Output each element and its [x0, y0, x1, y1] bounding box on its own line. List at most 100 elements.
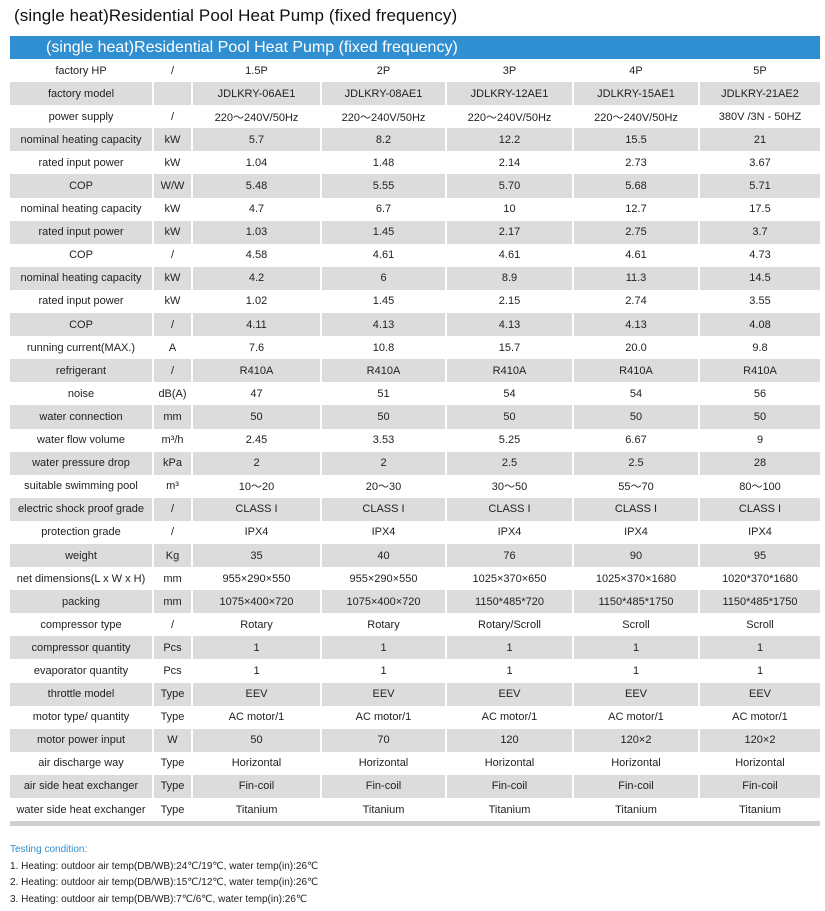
row-unit: Pcs: [153, 636, 193, 660]
table-cell: 2.15: [446, 289, 574, 314]
row-label: water side heat exchanger: [10, 798, 154, 822]
row-label: running current(MAX.): [10, 336, 154, 360]
table-cell: Titanium: [446, 798, 574, 822]
table-cell: 76: [446, 543, 574, 568]
row-unit: /: [153, 59, 193, 83]
table-cell: EEV: [321, 682, 447, 706]
table-cell: 35: [192, 543, 322, 568]
table-cell: Horizontal: [699, 751, 820, 775]
table-cell: Scroll: [573, 613, 700, 637]
note-line: 3. Heating: outdoor air temp(DB/WB):7℃/6…: [10, 893, 308, 905]
table-cell: 1.45: [321, 220, 447, 244]
note-line: 2. Heating: outdoor air temp(DB/WB):15℃/…: [10, 877, 319, 888]
table-cell: 2P: [321, 59, 447, 83]
row-unit: dB(A): [153, 382, 193, 406]
table-cell: 9: [699, 428, 820, 452]
table-row: running current(MAX.) A 7.6 10.8 15.7 20.0 9.8: [10, 336, 820, 360]
table-cell: 1020*370*1680: [699, 567, 820, 591]
table-cell: Fin-coil: [699, 774, 820, 798]
table-cell: 4.61: [321, 243, 447, 267]
table-cell: 50: [321, 405, 447, 429]
row-unit: Type: [153, 798, 193, 822]
table-banner: (single heat)Residential Pool Heat Pump …: [10, 36, 820, 59]
table-cell: Titanium: [192, 798, 322, 822]
table-cell: 4.08: [699, 313, 820, 337]
table-row: water connection mm 50 50 50 50 50: [10, 405, 820, 429]
table-cell: 1075×400×720: [192, 590, 322, 614]
table-cell: 1: [446, 659, 574, 683]
page-title: (single heat)Residential Pool Heat Pump …: [14, 6, 458, 25]
row-unit: [153, 82, 193, 106]
table-cell: 95: [699, 543, 820, 568]
table-cell: R410A: [446, 359, 574, 383]
table-cell: 5P: [699, 59, 820, 83]
row-unit: kW: [153, 128, 193, 152]
table-cell: 2.14: [446, 151, 574, 175]
table-cell: 15.7: [446, 336, 574, 360]
table-cell: 2: [321, 451, 447, 475]
table-cell: Fin-coil: [321, 774, 447, 798]
row-unit: W: [153, 728, 193, 752]
table-cell: Titanium: [321, 798, 447, 822]
row-label: air discharge way: [10, 751, 154, 775]
row-label: electric shock proof grade: [10, 497, 154, 521]
table-cell: CLASS I: [699, 497, 820, 521]
table-row: factory HP/1.5P 2P 3P 4P 5P: [10, 59, 820, 83]
table-cell: 80～100: [699, 474, 820, 498]
row-unit: kW: [153, 289, 193, 314]
table-row: packing mm 1075×400×720 1075×400×720 1150*48…: [10, 590, 820, 614]
table-cell: 54: [446, 382, 574, 406]
table-cell: 7.6: [192, 336, 322, 360]
table-cell: 90: [573, 543, 700, 568]
table-cell: 50: [446, 405, 574, 429]
table-cell: 5.25: [446, 428, 574, 452]
row-unit: kW: [153, 266, 193, 290]
table-cell: Rotary: [321, 613, 447, 637]
table-cell: 955×290×550: [192, 567, 322, 591]
table-row: noise dB(A) 47 51 54 54 56: [10, 382, 820, 406]
row-unit: m³: [153, 474, 193, 498]
table-row: motor power input W 50 70 120 120×2 120×2: [10, 728, 820, 752]
table-cell: 220～240V/50Hz: [321, 105, 447, 129]
table-cell: Titanium: [699, 798, 820, 822]
row-label: rated input power: [10, 289, 154, 314]
table-cell: 5.71: [699, 174, 820, 198]
table-cell: JDLKRY-12AE1: [446, 82, 574, 106]
table-cell: Scroll: [699, 613, 820, 637]
table-cell: 4.73: [699, 243, 820, 267]
table-row: air side heat exchanger Type Fin-coil Fin-c…: [10, 774, 820, 798]
table-cell: 2.45: [192, 428, 322, 452]
row-label: net dimensions(L x W x H): [10, 567, 154, 591]
table-cell: Rotary/Scroll: [446, 613, 574, 637]
table-row: water flow volume m³/h 2.45 3.53 5.25 6.67 9: [10, 428, 820, 452]
row-label: compressor type: [10, 613, 154, 637]
table-cell: 2.17: [446, 220, 574, 244]
spec-table-container: (single heat)Residential Pool Heat Pump …: [10, 36, 820, 827]
row-unit: /: [153, 520, 193, 544]
table-row: nominal heating capacity kW 4.2 6 8.9 11.3 14.…: [10, 266, 820, 290]
table-cell: Rotary: [192, 613, 322, 637]
table-cell: 3.7: [699, 220, 820, 244]
table-cell: 220～240V/50Hz: [446, 105, 574, 129]
row-unit: mm: [153, 590, 193, 614]
table-cell: 17.5: [699, 197, 820, 221]
row-label: compressor quantity: [10, 636, 154, 660]
table-cell: 1075×400×720: [321, 590, 447, 614]
table-cell: IPX4: [573, 520, 700, 544]
table-cell: 1: [573, 636, 700, 660]
table-cell: 2.73: [573, 151, 700, 175]
row-label: nominal heating capacity: [10, 197, 154, 221]
table-cell: 1: [321, 659, 447, 683]
table-row: nominal heating capacity kW 5.7 8.2 12.2 15.5…: [10, 128, 820, 152]
table-cell: Horizontal: [446, 751, 574, 775]
table-row: COP W/W 5.48 5.55 5.70 5.68 5.71: [10, 174, 820, 198]
table-cell: R410A: [573, 359, 700, 383]
table-cell: 1: [699, 659, 820, 683]
row-label: nominal heating capacity: [10, 128, 154, 152]
spec-table: factory HP/1.5P 2P 3P 4P 5P factory model JDLK…: [10, 59, 820, 822]
table-cell: 4.13: [446, 313, 574, 337]
notes-title: Testing condition:: [10, 844, 88, 855]
table-cell: 1.45: [321, 289, 447, 314]
row-label: evaporator quantity: [10, 659, 154, 683]
row-unit: /: [153, 497, 193, 521]
